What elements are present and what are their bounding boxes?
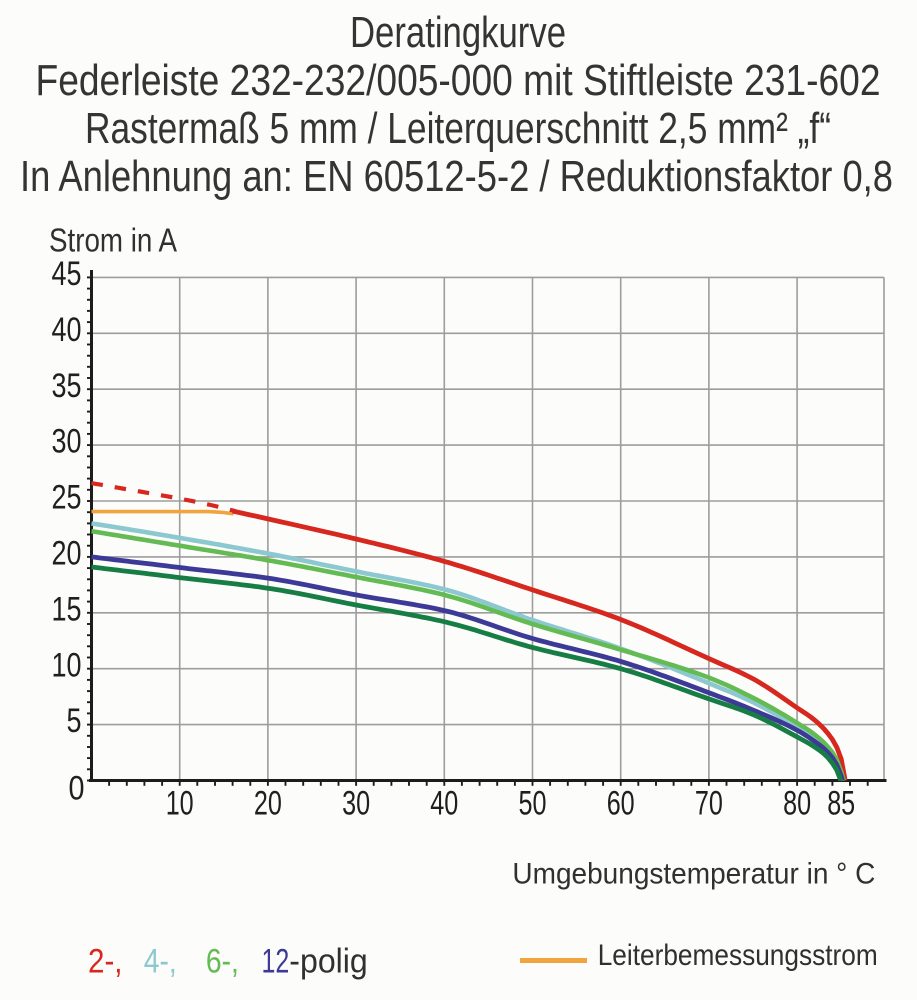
svg-text:-polig: -polig (289, 943, 368, 981)
svg-text:85: 85 (827, 785, 855, 823)
svg-text:Strom in A: Strom in A (49, 221, 177, 258)
svg-text:Umgebungstemperatur in ° C: Umgebungstemperatur in ° C (512, 858, 875, 891)
svg-text:4-,: 4-, (144, 943, 177, 981)
svg-text:10: 10 (52, 646, 82, 684)
svg-text:40: 40 (430, 785, 458, 823)
svg-text:20: 20 (52, 535, 82, 573)
svg-text:Federleiste 232-232/005-000 mi: Federleiste 232-232/005-000 mit Stiftlei… (36, 56, 881, 105)
svg-text:70: 70 (695, 785, 723, 823)
svg-text:Deratingkurve: Deratingkurve (350, 8, 566, 57)
svg-text:35: 35 (52, 367, 82, 405)
svg-text:45: 45 (52, 255, 82, 293)
svg-text:In Anlehnung an: EN 60512-5-2: In Anlehnung an: EN 60512-5-2 / Reduktio… (20, 152, 893, 201)
svg-text:30: 30 (342, 785, 370, 823)
svg-text:Rastermaß 5 mm / Leiterquersch: Rastermaß 5 mm / Leiterquerschnitt 2,5 m… (85, 104, 831, 153)
svg-text:30: 30 (52, 423, 82, 461)
svg-text:10: 10 (166, 785, 194, 823)
svg-text:12: 12 (262, 943, 290, 981)
svg-text:40: 40 (52, 311, 82, 349)
svg-text:Leiterbemessungsstrom: Leiterbemessungsstrom (598, 939, 878, 972)
svg-text:2-,: 2-, (88, 943, 123, 981)
svg-text:0: 0 (69, 770, 85, 808)
svg-text:25: 25 (52, 479, 82, 517)
svg-text:80: 80 (783, 785, 811, 823)
svg-text:6-,: 6-, (206, 943, 239, 981)
svg-text:15: 15 (52, 590, 82, 628)
svg-text:60: 60 (607, 785, 635, 823)
svg-text:5: 5 (67, 702, 82, 740)
svg-text:50: 50 (519, 785, 547, 823)
svg-text:20: 20 (254, 785, 282, 823)
